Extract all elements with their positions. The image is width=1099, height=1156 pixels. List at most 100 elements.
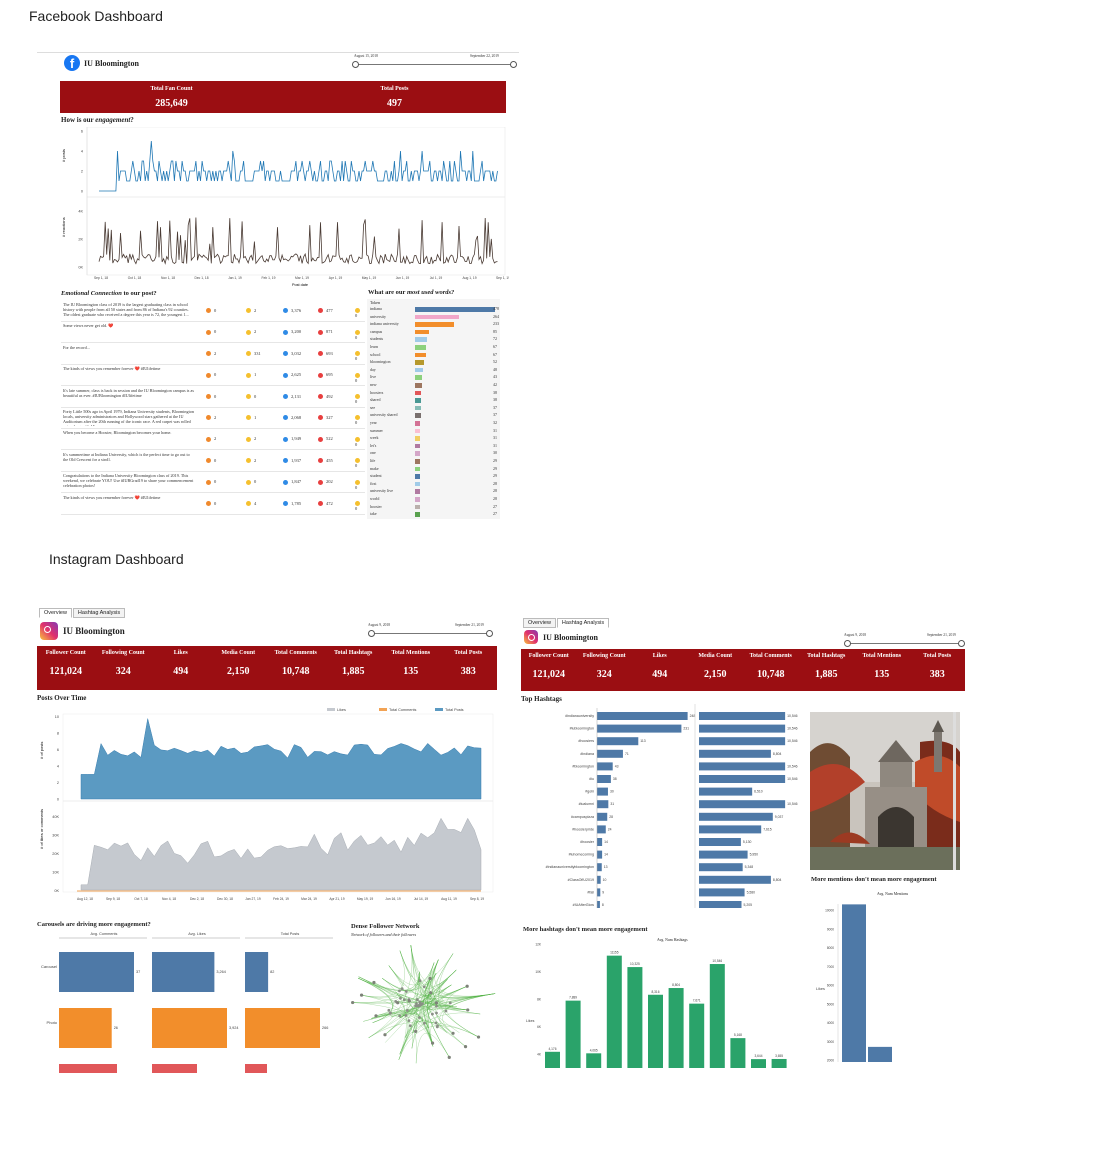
fb-word-row[interactable]: take 27 — [367, 511, 500, 517]
fb-post-wow-reaction-count: 0 — [355, 479, 365, 490]
fb-word-row[interactable]: indiana university 233 — [367, 321, 500, 327]
hashtag-count-bar — [597, 875, 601, 884]
fb-post-row[interactable]: When you become a Hoosier, Bloomington b… — [61, 428, 365, 451]
fb-words-chart[interactable]: Token indiana 478 university 264 indiana uni… — [367, 299, 500, 519]
network-node — [405, 1009, 409, 1012]
ig1-likes-tick: 40K — [52, 815, 59, 819]
fb-post-haha-reaction-count: 1 — [246, 372, 256, 378]
carousel-bar — [152, 1008, 227, 1048]
fb-post-haha-reaction-count: 2 — [246, 458, 256, 464]
fb-word-row[interactable]: school 67 — [367, 352, 500, 358]
wow-reaction-icon — [355, 351, 360, 357]
fb-word-row[interactable]: indiana 478 — [367, 306, 500, 312]
fb-post-like-reaction-count: 3,376 — [283, 308, 301, 314]
fb-slider-start-handle[interactable] — [352, 61, 359, 68]
fb-word-row[interactable]: campus 85 — [367, 329, 500, 335]
more-bar-value: 3,644 — [755, 1054, 763, 1058]
fb-post-wow-reaction-count: 0 — [355, 394, 365, 405]
fb-post-row[interactable]: The kinds of views you remember forever … — [61, 493, 365, 515]
instagram-hashtag-dashboard: Overview Hashtag Analysis IU Bloomington… — [521, 618, 967, 1074]
fb-post-row[interactable]: It's summertime at Indiana University, w… — [61, 450, 365, 472]
hashtag-count-bar — [597, 825, 606, 834]
ig1-date-slider[interactable] — [371, 633, 489, 634]
angry-reaction-icon — [206, 436, 211, 442]
hashtag-label: #ClassOfIU2019 — [568, 878, 594, 882]
fb-word-row[interactable]: life 29 — [367, 458, 500, 464]
fb-post-row[interactable]: It's late summer, class is back in sessi… — [61, 386, 365, 408]
fb-slider-end-handle[interactable] — [510, 61, 517, 68]
ig2-date-slider[interactable] — [847, 643, 961, 644]
fb-post-row[interactable]: Congratulations to the Indiana Universit… — [61, 471, 365, 494]
fb-word-row[interactable]: one 30 — [367, 450, 500, 456]
ig2-slider-end-handle[interactable] — [958, 640, 965, 647]
fb-post-row[interactable]: The kinds of views you remember forever … — [61, 364, 365, 387]
fb-word-row[interactable]: new 42 — [367, 382, 500, 388]
fb-word-row[interactable]: year 32 — [367, 420, 500, 426]
fb-word-label: live — [370, 374, 376, 380]
fb-word-row[interactable]: university shared 37 — [367, 412, 500, 418]
kpi-total-posts: Total Posts 383 — [440, 646, 498, 690]
network-edge — [358, 976, 466, 1047]
tab-overview[interactable]: Overview — [523, 618, 556, 628]
fb-word-label: world — [370, 496, 380, 501]
fb-word-count: 37 — [493, 412, 497, 418]
tab-overview[interactable]: Overview — [39, 608, 72, 618]
fb-post-angry-reaction-count: 0 — [206, 394, 216, 400]
network-node — [466, 1008, 470, 1012]
fb-post-haha-reaction-count: 331 — [246, 351, 261, 357]
fb-word-row[interactable]: make 29 — [367, 466, 500, 472]
hashtag-count-bar — [597, 888, 601, 897]
hashtag-count-value: 10 — [603, 878, 607, 882]
hashtag-likes-bar — [699, 800, 786, 809]
fb-word-row[interactable]: live 43 — [367, 374, 500, 380]
network-node — [428, 976, 432, 981]
fb-word-row[interactable]: students 72 — [367, 336, 500, 342]
ig1-slider-end-handle[interactable] — [486, 630, 493, 637]
fb-word-row[interactable]: world 28 — [367, 496, 500, 502]
fb-word-row[interactable]: student 29 — [367, 473, 500, 479]
fb-word-row[interactable]: hoosier 27 — [367, 504, 500, 510]
hashtag-likes-bar — [699, 812, 773, 821]
fb-word-row[interactable]: summer 31 — [367, 428, 500, 434]
fb-word-row[interactable]: let's 31 — [367, 443, 500, 449]
fb-word-row[interactable]: university live 28 — [367, 488, 500, 494]
network-edge — [352, 984, 452, 1004]
fb-word-label: bloomington — [370, 359, 391, 365]
fb-date-slider[interactable] — [355, 64, 512, 65]
fb-word-row[interactable]: learn 67 — [367, 344, 500, 350]
fb-word-row[interactable]: first 28 — [367, 481, 500, 487]
fb-word-row[interactable]: university 264 — [367, 314, 500, 320]
tab-hashtag-analysis[interactable]: Hashtag Analysis — [556, 618, 610, 628]
photo-scrollbar[interactable] — [953, 712, 956, 870]
fb-word-row[interactable]: week 31 — [367, 435, 500, 441]
ig1-likes-area — [80, 817, 482, 891]
fb-word-bar — [415, 436, 421, 441]
fb-reactions-tick: 4K — [78, 210, 83, 214]
fb-post-row[interactable]: For the record... 2 331 3,032 693 0 — [61, 343, 365, 365]
fb-post-angry-reaction-count: 2 — [206, 351, 216, 357]
ig1-posts-area — [80, 718, 482, 800]
hashtag-count-value: 13 — [604, 865, 608, 869]
fb-post-row[interactable]: Some views never get old. ❤️ 0 2 3,200 871 0 — [61, 321, 365, 344]
more-bar-value: 10,325 — [630, 962, 640, 966]
fb-words-title: What are our most used words? — [368, 289, 455, 296]
ig2-slider-start-handle[interactable] — [844, 640, 851, 647]
fb-word-row[interactable]: bloomington 52 — [367, 359, 500, 365]
hashtag-count-value: 8 — [602, 903, 604, 907]
fb-word-count: 48 — [493, 366, 497, 372]
fb-word-row[interactable]: see 37 — [367, 405, 500, 411]
ig1-slider-start-handle[interactable] — [368, 630, 375, 637]
fb-word-count: 38 — [493, 389, 497, 395]
fb-word-row[interactable]: hoosiers 38 — [367, 390, 500, 396]
ig1-posts-tick: 10 — [55, 715, 59, 719]
fb-post-row[interactable]: The IU Bloomington class of 2019 is the … — [61, 300, 365, 322]
tab-hashtag-analysis[interactable]: Hashtag Analysis — [72, 608, 126, 618]
fb-word-row[interactable]: shared 38 — [367, 397, 500, 403]
fb-word-label: learn — [370, 344, 378, 349]
ig1-x-tick: Dec 2, 18 — [190, 897, 204, 901]
carousel-bar-value: 3,924 — [229, 1026, 239, 1030]
fb-post-row[interactable]: Forty Little 500s ago in April 1979, Ind… — [61, 407, 365, 429]
fb-word-count: 85 — [493, 328, 497, 334]
hashtag-likes-bar — [699, 749, 771, 758]
fb-word-row[interactable]: day 48 — [367, 367, 500, 373]
